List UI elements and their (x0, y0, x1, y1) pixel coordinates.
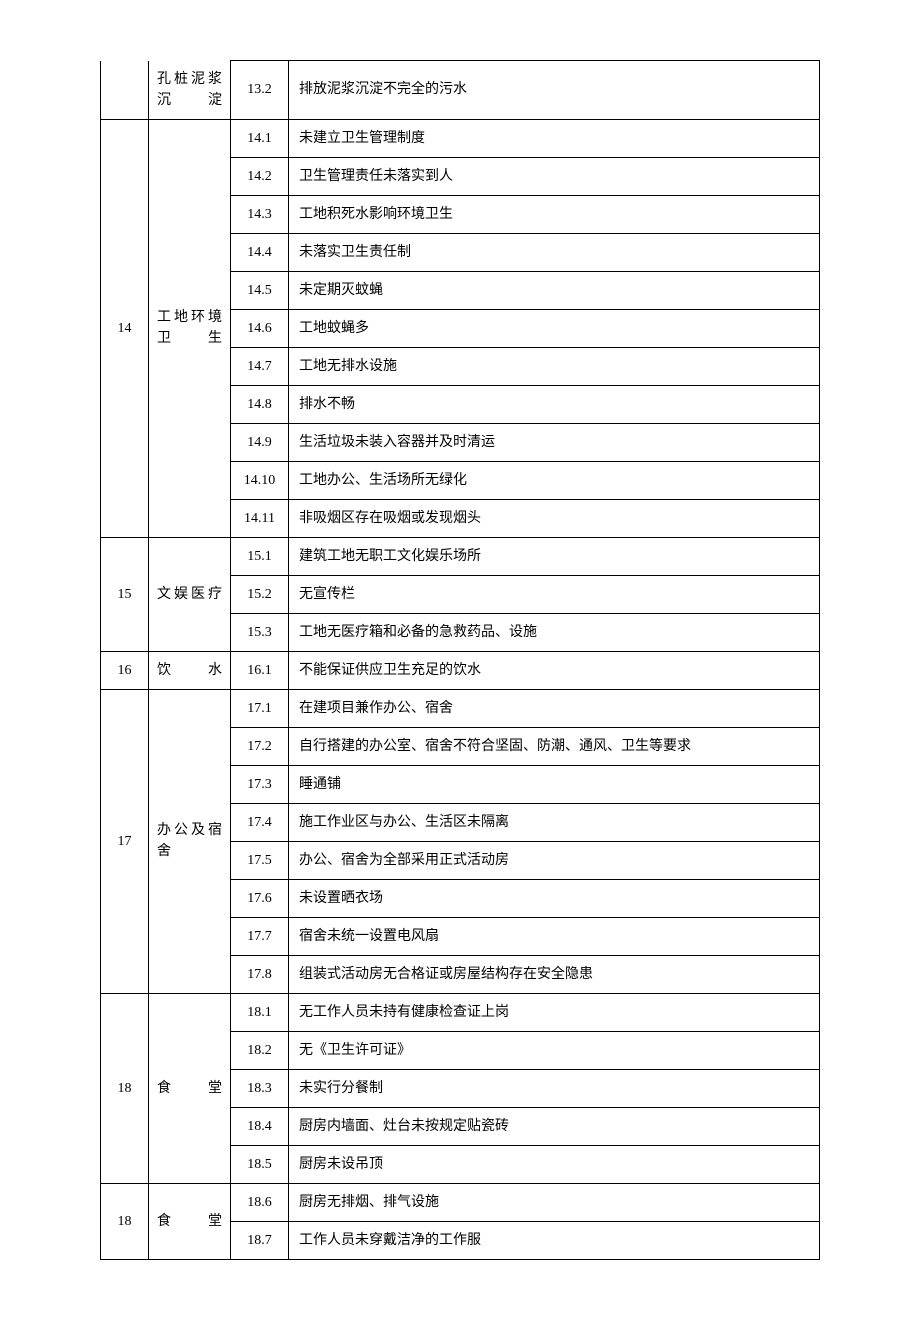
item-code: 14.5 (231, 271, 289, 309)
group-number: 14 (101, 119, 149, 537)
item-description: 厨房无排烟、排气设施 (289, 1183, 820, 1221)
item-description: 工作人员未穿戴洁净的工作服 (289, 1221, 820, 1259)
item-code: 14.4 (231, 233, 289, 271)
group-category: 食 堂 (149, 1183, 231, 1259)
item-description: 工地办公、生活场所无绿化 (289, 461, 820, 499)
group-number: 17 (101, 689, 149, 993)
item-description: 厨房内墙面、灶台未按规定贴瓷砖 (289, 1107, 820, 1145)
item-description: 无《卫生许可证》 (289, 1031, 820, 1069)
item-code: 14.3 (231, 195, 289, 233)
page: 孔桩泥浆沉淀13.2排放泥浆沉淀不完全的污水14工地环境卫生14.1未建立卫生管… (0, 0, 920, 1340)
group-category: 孔桩泥浆沉淀 (149, 61, 231, 120)
item-description: 自行搭建的办公室、宿舍不符合坚固、防潮、通风、卫生等要求 (289, 727, 820, 765)
item-code: 13.2 (231, 61, 289, 120)
item-description: 组装式活动房无合格证或房屋结构存在安全隐患 (289, 955, 820, 993)
item-code: 17.1 (231, 689, 289, 727)
group-category: 食 堂 (149, 993, 231, 1183)
item-code: 14.7 (231, 347, 289, 385)
item-code: 14.9 (231, 423, 289, 461)
item-description: 厨房未设吊顶 (289, 1145, 820, 1183)
item-code: 17.6 (231, 879, 289, 917)
item-code: 18.5 (231, 1145, 289, 1183)
table-row: 17办公及宿舍17.1在建项目兼作办公、宿舍 (101, 689, 820, 727)
item-code: 15.1 (231, 537, 289, 575)
item-description: 在建项目兼作办公、宿舍 (289, 689, 820, 727)
group-category: 办公及宿舍 (149, 689, 231, 993)
item-code: 14.8 (231, 385, 289, 423)
item-code: 17.2 (231, 727, 289, 765)
item-code: 17.4 (231, 803, 289, 841)
item-code: 16.1 (231, 651, 289, 689)
table-row: 16饮 水16.1不能保证供应卫生充足的饮水 (101, 651, 820, 689)
item-code: 18.7 (231, 1221, 289, 1259)
item-code: 15.3 (231, 613, 289, 651)
inspection-table: 孔桩泥浆沉淀13.2排放泥浆沉淀不完全的污水14工地环境卫生14.1未建立卫生管… (100, 60, 820, 1260)
item-description: 排水不畅 (289, 385, 820, 423)
table-row: 孔桩泥浆沉淀13.2排放泥浆沉淀不完全的污水 (101, 61, 820, 120)
item-code: 17.3 (231, 765, 289, 803)
table-row: 15文娱医疗15.1建筑工地无职工文化娱乐场所 (101, 537, 820, 575)
item-description: 未落实卫生责任制 (289, 233, 820, 271)
item-description: 无工作人员未持有健康检查证上岗 (289, 993, 820, 1031)
item-description: 宿舍未统一设置电风扇 (289, 917, 820, 955)
item-code: 17.8 (231, 955, 289, 993)
table-row: 18食 堂18.1无工作人员未持有健康检查证上岗 (101, 993, 820, 1031)
item-description: 工地积死水影响环境卫生 (289, 195, 820, 233)
item-code: 18.1 (231, 993, 289, 1031)
item-description: 办公、宿舍为全部采用正式活动房 (289, 841, 820, 879)
item-description: 工地蚊蝇多 (289, 309, 820, 347)
item-code: 18.3 (231, 1069, 289, 1107)
item-description: 非吸烟区存在吸烟或发现烟头 (289, 499, 820, 537)
group-number (101, 61, 149, 120)
item-code: 14.6 (231, 309, 289, 347)
item-code: 15.2 (231, 575, 289, 613)
item-description: 无宣传栏 (289, 575, 820, 613)
item-code: 18.4 (231, 1107, 289, 1145)
item-description: 施工作业区与办公、生活区未隔离 (289, 803, 820, 841)
item-description: 工地无医疗箱和必备的急救药品、设施 (289, 613, 820, 651)
item-code: 17.5 (231, 841, 289, 879)
table-body: 孔桩泥浆沉淀13.2排放泥浆沉淀不完全的污水14工地环境卫生14.1未建立卫生管… (101, 61, 820, 1260)
group-category: 文娱医疗 (149, 537, 231, 651)
item-description: 未实行分餐制 (289, 1069, 820, 1107)
item-description: 工地无排水设施 (289, 347, 820, 385)
group-number: 16 (101, 651, 149, 689)
item-description: 未定期灭蚊蝇 (289, 271, 820, 309)
item-code: 17.7 (231, 917, 289, 955)
item-code: 14.11 (231, 499, 289, 537)
group-number: 18 (101, 1183, 149, 1259)
item-code: 18.2 (231, 1031, 289, 1069)
group-number: 15 (101, 537, 149, 651)
item-description: 生活垃圾未装入容器并及时清运 (289, 423, 820, 461)
item-code: 18.6 (231, 1183, 289, 1221)
item-code: 14.1 (231, 119, 289, 157)
table-row: 18食 堂18.6厨房无排烟、排气设施 (101, 1183, 820, 1221)
item-code: 14.10 (231, 461, 289, 499)
group-number: 18 (101, 993, 149, 1183)
group-category: 饮 水 (149, 651, 231, 689)
group-category: 工地环境卫生 (149, 119, 231, 537)
item-description: 未建立卫生管理制度 (289, 119, 820, 157)
item-description: 排放泥浆沉淀不完全的污水 (289, 61, 820, 120)
item-code: 14.2 (231, 157, 289, 195)
item-description: 睡通铺 (289, 765, 820, 803)
item-description: 不能保证供应卫生充足的饮水 (289, 651, 820, 689)
item-description: 建筑工地无职工文化娱乐场所 (289, 537, 820, 575)
item-description: 卫生管理责任未落实到人 (289, 157, 820, 195)
table-row: 14工地环境卫生14.1未建立卫生管理制度 (101, 119, 820, 157)
item-description: 未设置晒衣场 (289, 879, 820, 917)
